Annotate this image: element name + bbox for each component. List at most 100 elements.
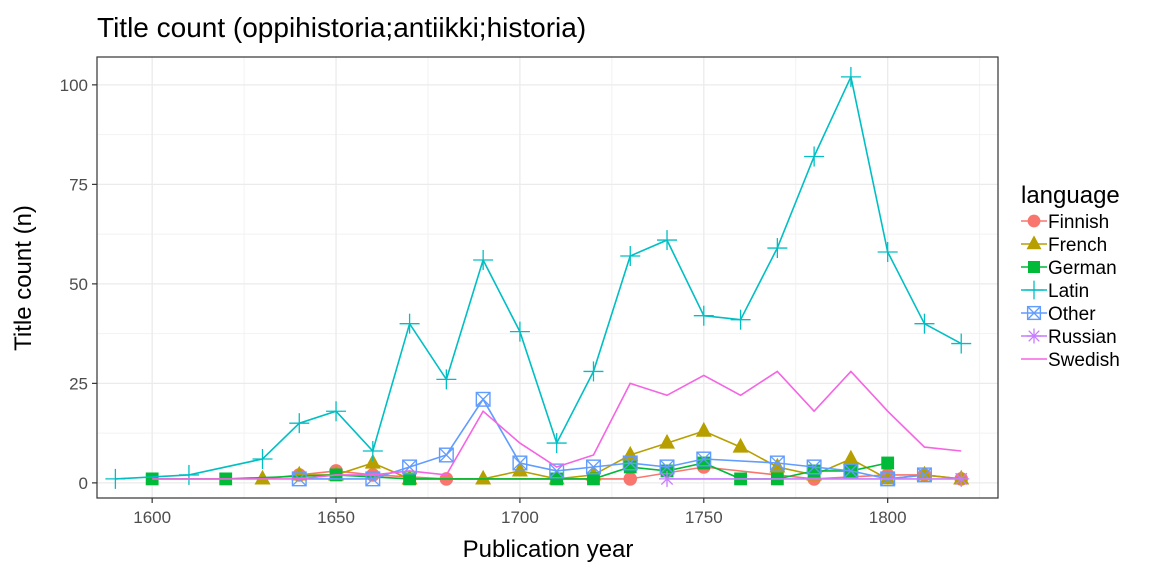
- legend-title: language: [1021, 182, 1120, 209]
- point-other-box: [769, 455, 785, 471]
- series-line-latin: [115, 74, 962, 480]
- point-russian-ray: [660, 472, 674, 486]
- point-latin: [804, 146, 825, 167]
- point-latin: [252, 448, 273, 469]
- point-german: [145, 472, 159, 486]
- series-swedish: [152, 370, 962, 480]
- point-other-d2: [806, 459, 822, 475]
- y-tick-label: 0: [79, 474, 88, 493]
- point-latin: [436, 369, 457, 390]
- point-finnish: [623, 472, 638, 486]
- point-other-d2: [622, 455, 638, 471]
- x-tick-label: 1650: [317, 508, 355, 527]
- point-other-box: [365, 471, 381, 487]
- point-other-d2: [696, 451, 712, 467]
- point-other-d2: [770, 455, 785, 471]
- point-german: [550, 472, 564, 486]
- point-other: [549, 463, 565, 479]
- legend-label-swedish: Swedish: [1048, 350, 1120, 371]
- legend-item-other: Other: [1021, 304, 1096, 325]
- point-other-box: [622, 455, 638, 471]
- legend-key-marker-other: [1026, 305, 1042, 321]
- point-latin: [583, 361, 604, 382]
- legend-key-marker-russian: [1026, 328, 1042, 344]
- legend-item-finnish: Finnish: [1021, 212, 1109, 233]
- point-other: [659, 459, 675, 475]
- point-other-box: [475, 391, 491, 407]
- point-latin: [767, 238, 788, 259]
- point-other-d2: [659, 459, 675, 475]
- point-other-box: [806, 459, 822, 475]
- series-russian: [659, 470, 970, 487]
- point-french: [769, 457, 786, 473]
- point-russian: [659, 470, 676, 487]
- chart-title: Title count (oppihistoria;antiikki;histo…: [97, 12, 586, 43]
- point-french: [364, 453, 381, 469]
- point-other: [769, 455, 785, 471]
- series-latin: [105, 66, 972, 489]
- legend-item-german: German: [1021, 258, 1117, 279]
- point-french: [879, 469, 896, 485]
- point-latin: [289, 413, 310, 434]
- point-other: [622, 455, 638, 471]
- point-russian: [953, 470, 970, 487]
- legend-label-french: French: [1048, 235, 1107, 256]
- point-latin: [362, 441, 383, 462]
- point-german: [881, 456, 895, 470]
- point-french: [732, 437, 749, 453]
- point-other-d2: [843, 463, 859, 479]
- x-tick-label: 1800: [869, 508, 907, 527]
- point-french: [695, 421, 712, 437]
- y-tick-label: 25: [69, 374, 88, 393]
- legend-label-russian: Russian: [1048, 327, 1117, 348]
- series-line-swedish: [152, 370, 962, 480]
- point-latin: [326, 401, 347, 422]
- point-russian-ray: [955, 472, 968, 486]
- legend-label-finnish: Finnish: [1048, 212, 1109, 233]
- legend-item-latin: Latin: [1021, 280, 1089, 302]
- x-axis: 1600 1650 1700 1750 1800: [133, 498, 907, 527]
- y-tick-label: 75: [69, 175, 88, 194]
- point-other-d2: [549, 463, 564, 479]
- legend-item-russian: Russian: [1021, 327, 1117, 348]
- legend-label-other: Other: [1048, 304, 1096, 325]
- y-tick-label: 50: [69, 275, 88, 294]
- point-other-d2: [475, 392, 491, 407]
- legend-key-marker-latin: [1024, 280, 1044, 300]
- point-other: [512, 455, 528, 471]
- series-other: [291, 391, 932, 487]
- point-other-box: [549, 463, 565, 479]
- legend-key-marker-german: [1028, 261, 1040, 273]
- point-french: [842, 449, 859, 465]
- point-latin: [105, 468, 126, 489]
- point-french: [916, 465, 933, 481]
- point-other: [696, 451, 712, 467]
- point-other: [806, 459, 822, 475]
- point-other-box: [696, 451, 712, 467]
- x-tick-label: 1700: [501, 508, 539, 527]
- legend-key-marker-other-d2: [1027, 306, 1041, 320]
- point-german: [403, 472, 416, 486]
- point-french: [659, 433, 676, 449]
- point-latin: [399, 313, 420, 334]
- legend-key-marker-french: [1026, 235, 1042, 250]
- x-tick-label: 1750: [685, 508, 723, 527]
- y-axis: 0 25 50 75 100: [60, 76, 97, 493]
- point-latin: [546, 433, 567, 454]
- legend-key-marker-other-box: [1026, 305, 1042, 321]
- legend-key-marker-finnish: [1027, 214, 1041, 228]
- point-other-d2: [586, 459, 601, 475]
- point-french: [475, 469, 492, 485]
- legend-label-german: German: [1048, 258, 1117, 279]
- panel-border: [96, 56, 999, 499]
- point-other: [438, 447, 454, 463]
- x-tick-label: 1600: [133, 508, 171, 527]
- legend: language FinnishFrenchGermanLatinOtherRu…: [1021, 182, 1120, 371]
- point-french: [622, 445, 639, 461]
- point-other-box: [438, 447, 454, 463]
- point-latin: [914, 313, 935, 334]
- point-other: [585, 459, 601, 475]
- x-axis-title: Publication year: [463, 536, 634, 563]
- point-latin: [730, 309, 751, 330]
